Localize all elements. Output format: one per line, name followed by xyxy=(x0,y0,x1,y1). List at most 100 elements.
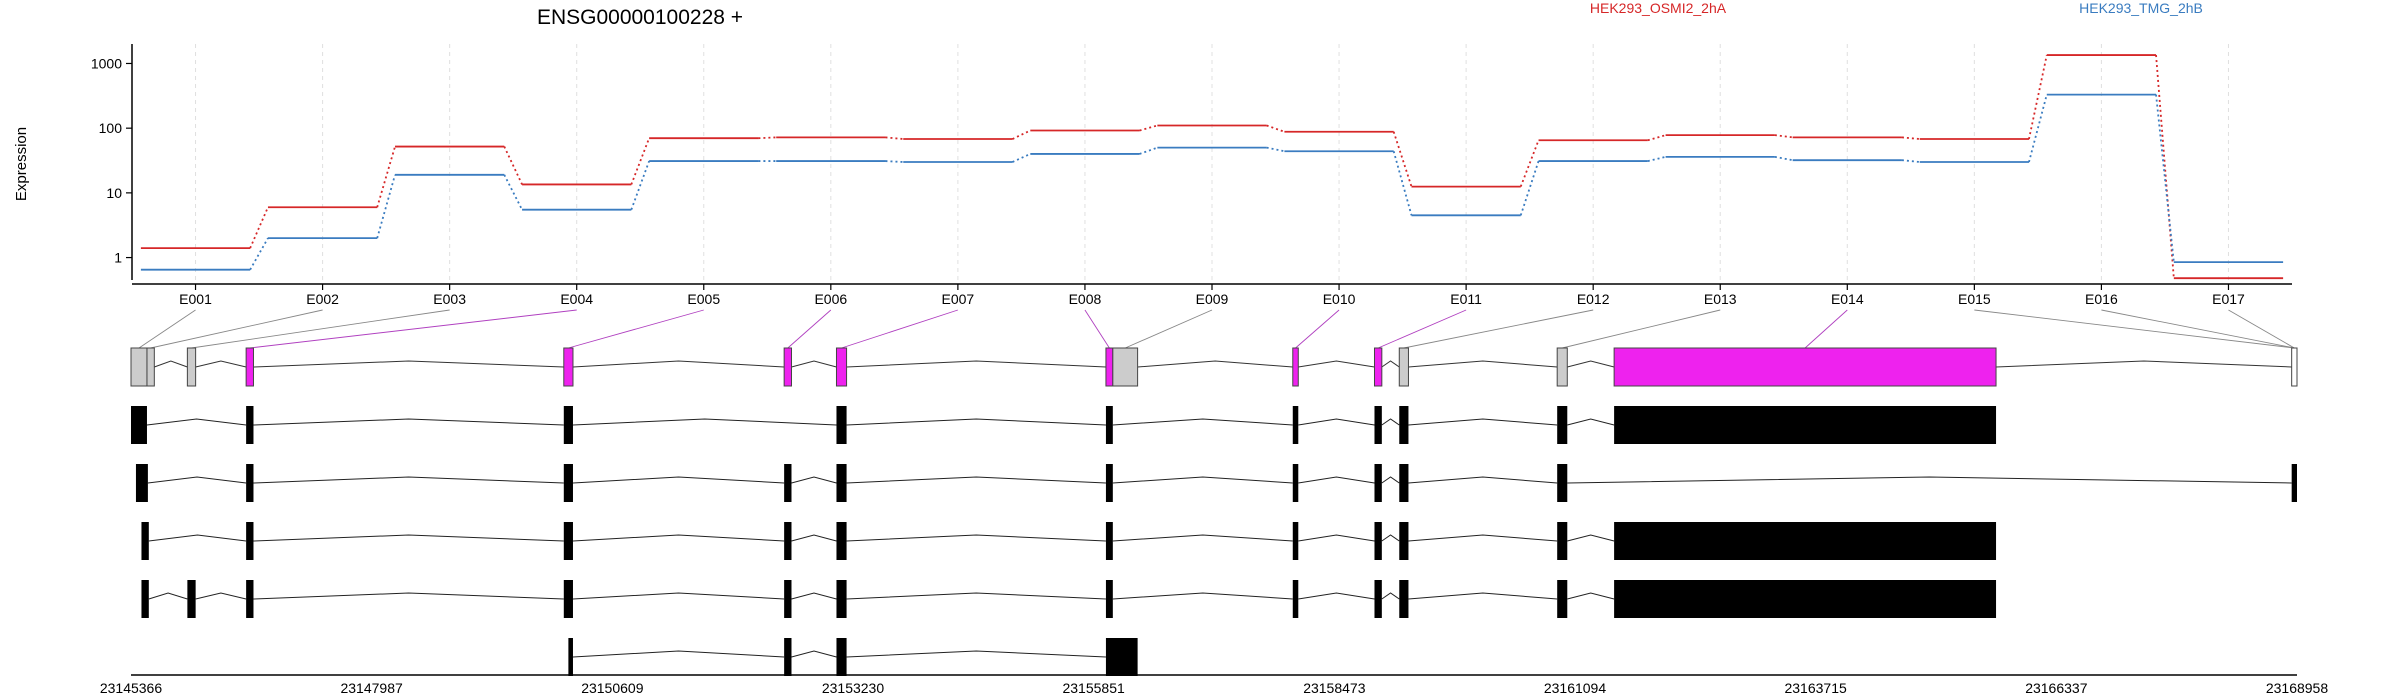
connector-e014 xyxy=(1804,309,1848,349)
series-2-connector-e008 xyxy=(1139,146,1158,155)
transcript-2-exon-4 xyxy=(784,464,792,502)
x-tick-label-e011: E011 xyxy=(1450,291,1482,307)
transcript-1-intron-8 xyxy=(1408,418,1558,426)
gene-model-exon-e007 xyxy=(835,347,848,387)
transcript-2-intron-8 xyxy=(1381,476,1400,484)
transcript-4-exon-3 xyxy=(246,580,254,618)
y-tick-label-1: 1 xyxy=(114,250,122,266)
series-1-connector-e008 xyxy=(1139,124,1158,132)
connector-e009 xyxy=(1125,309,1213,349)
transcript-2-exon-1 xyxy=(135,464,148,502)
y-tick-label-10: 10 xyxy=(106,185,122,201)
gene-model xyxy=(130,347,2298,387)
gene-model-intron-11 xyxy=(1381,360,1400,368)
series-2-connector-e007 xyxy=(1012,153,1031,163)
genomic-tick-label-5: 23155851 xyxy=(1062,680,1125,696)
series-1-connector-e007 xyxy=(1012,129,1031,140)
x-tick-label-e009: E009 xyxy=(1196,291,1229,307)
genomic-tick-label-3: 23150609 xyxy=(581,680,644,696)
transcript-2-intron-10 xyxy=(1567,476,2292,484)
transcript-2-exon-6 xyxy=(1105,464,1113,502)
x-tick-label-e002: E002 xyxy=(306,291,339,307)
series-2-connector-e010 xyxy=(1392,150,1413,216)
gene-model-intron-3 xyxy=(195,360,247,368)
transcript-1-intron-7 xyxy=(1381,418,1400,426)
series-1-connector-e004 xyxy=(630,137,650,185)
transcript-1-exon-1 xyxy=(131,406,147,444)
series-1-connector-e011 xyxy=(1519,139,1540,187)
legend-series-2: HEK293_TMG_2hB xyxy=(2079,0,2203,16)
x-tick-label-e003: E003 xyxy=(433,291,466,307)
transcript-3-intron-9 xyxy=(1408,534,1558,542)
series-1-connector-e002 xyxy=(376,146,396,208)
transcript-3-intron-5 xyxy=(846,534,1106,542)
y-axis: 1 10 100 1000 xyxy=(91,44,133,280)
genomic-tick-label-4: 23153230 xyxy=(822,680,885,696)
connector-e001 xyxy=(138,309,196,349)
connector-e011 xyxy=(1377,309,1467,349)
transcript-3-exon-6 xyxy=(1105,522,1113,560)
series-1-connector-e015 xyxy=(2028,54,2048,140)
transcript-4-intron-7 xyxy=(1112,592,1293,600)
gene-model-exon-e016 xyxy=(2291,347,2298,387)
transcript-3-exon-8 xyxy=(1374,522,1382,560)
transcript-2-exon-2 xyxy=(246,464,254,502)
gene-model-exon-e001 xyxy=(130,347,148,387)
gene-model-exon-e013 xyxy=(1556,347,1568,387)
gene-model-intron-2 xyxy=(154,360,188,368)
series-2-connector-e015 xyxy=(2028,94,2048,163)
gene-model-intron-4 xyxy=(253,360,564,368)
transcript-4-exon-4 xyxy=(563,580,573,618)
x-tick-label-e012: E012 xyxy=(1577,291,1610,307)
gene-model-exon-e005 xyxy=(563,347,574,387)
gene-model-intron-12 xyxy=(1408,360,1558,368)
series-1-connector-e009 xyxy=(1266,124,1285,133)
x-tick-label-e016: E016 xyxy=(2085,291,2118,307)
transcript-3-exon-5 xyxy=(836,522,847,560)
transcript-3-intron-2 xyxy=(253,534,564,542)
gene-model-intron-6 xyxy=(791,360,837,368)
genomic-tick-label-2: 23147987 xyxy=(340,680,403,696)
transcript-4-exon-1 xyxy=(141,580,149,618)
x-tick-label-e014: E014 xyxy=(1831,291,1864,307)
connector-e002 xyxy=(150,309,323,349)
transcript-3-exon-11 xyxy=(1614,522,1997,560)
series-1-connector-e006 xyxy=(885,136,904,140)
transcript-3-exon-1 xyxy=(141,522,149,560)
transcript-1-exon-5 xyxy=(1105,406,1113,444)
series-2-connector-e016 xyxy=(2155,94,2175,263)
transcript-2-intron-5 xyxy=(846,476,1106,484)
series-1-connector-e005 xyxy=(758,136,777,140)
x-tick-label-e008: E008 xyxy=(1069,291,1102,307)
series-2-connector-e014 xyxy=(1901,159,1920,163)
x-tick-label-e005: E005 xyxy=(687,291,720,307)
transcript-2-intron-4 xyxy=(791,476,837,484)
transcript-3-intron-1 xyxy=(148,534,247,542)
genomic-tick-label-7: 23161094 xyxy=(1544,680,1607,696)
gene-model-exon-e003 xyxy=(186,347,197,387)
transcript-1-exon-8 xyxy=(1399,406,1409,444)
y-tick-label-1000: 1000 xyxy=(91,55,122,71)
x-tick-label-e015: E015 xyxy=(1958,291,1991,307)
gene-model-exon-e006 xyxy=(783,347,792,387)
transcript-5-intron-3 xyxy=(846,650,1106,658)
transcript-1-intron-6 xyxy=(1298,418,1375,426)
transcript-4-exon-9 xyxy=(1374,580,1382,618)
transcript-4-exon-8 xyxy=(1292,580,1299,618)
transcript-2 xyxy=(135,464,2297,502)
transcript-4-exon-5 xyxy=(784,580,792,618)
transcript-4-intron-6 xyxy=(846,592,1106,600)
transcript-2-exon-9 xyxy=(1399,464,1409,502)
x-axis: E001 E002 E003 E004 E005 E006 E007 E008 E009 E010… xyxy=(132,283,2292,307)
transcript-5-exon-1 xyxy=(568,638,573,676)
transcript-3-intron-4 xyxy=(791,534,837,542)
connector-e012 xyxy=(1403,309,1594,349)
transcript-1-intron-2 xyxy=(253,418,564,426)
transcript-3-exon-4 xyxy=(784,522,792,560)
transcript-2-intron-6 xyxy=(1112,476,1293,484)
transcript-2-exon-7 xyxy=(1292,464,1299,502)
transcript-4-intron-2 xyxy=(195,592,247,600)
x-tick-label-e001: E001 xyxy=(179,291,212,307)
transcript-1-exon-4 xyxy=(836,406,847,444)
